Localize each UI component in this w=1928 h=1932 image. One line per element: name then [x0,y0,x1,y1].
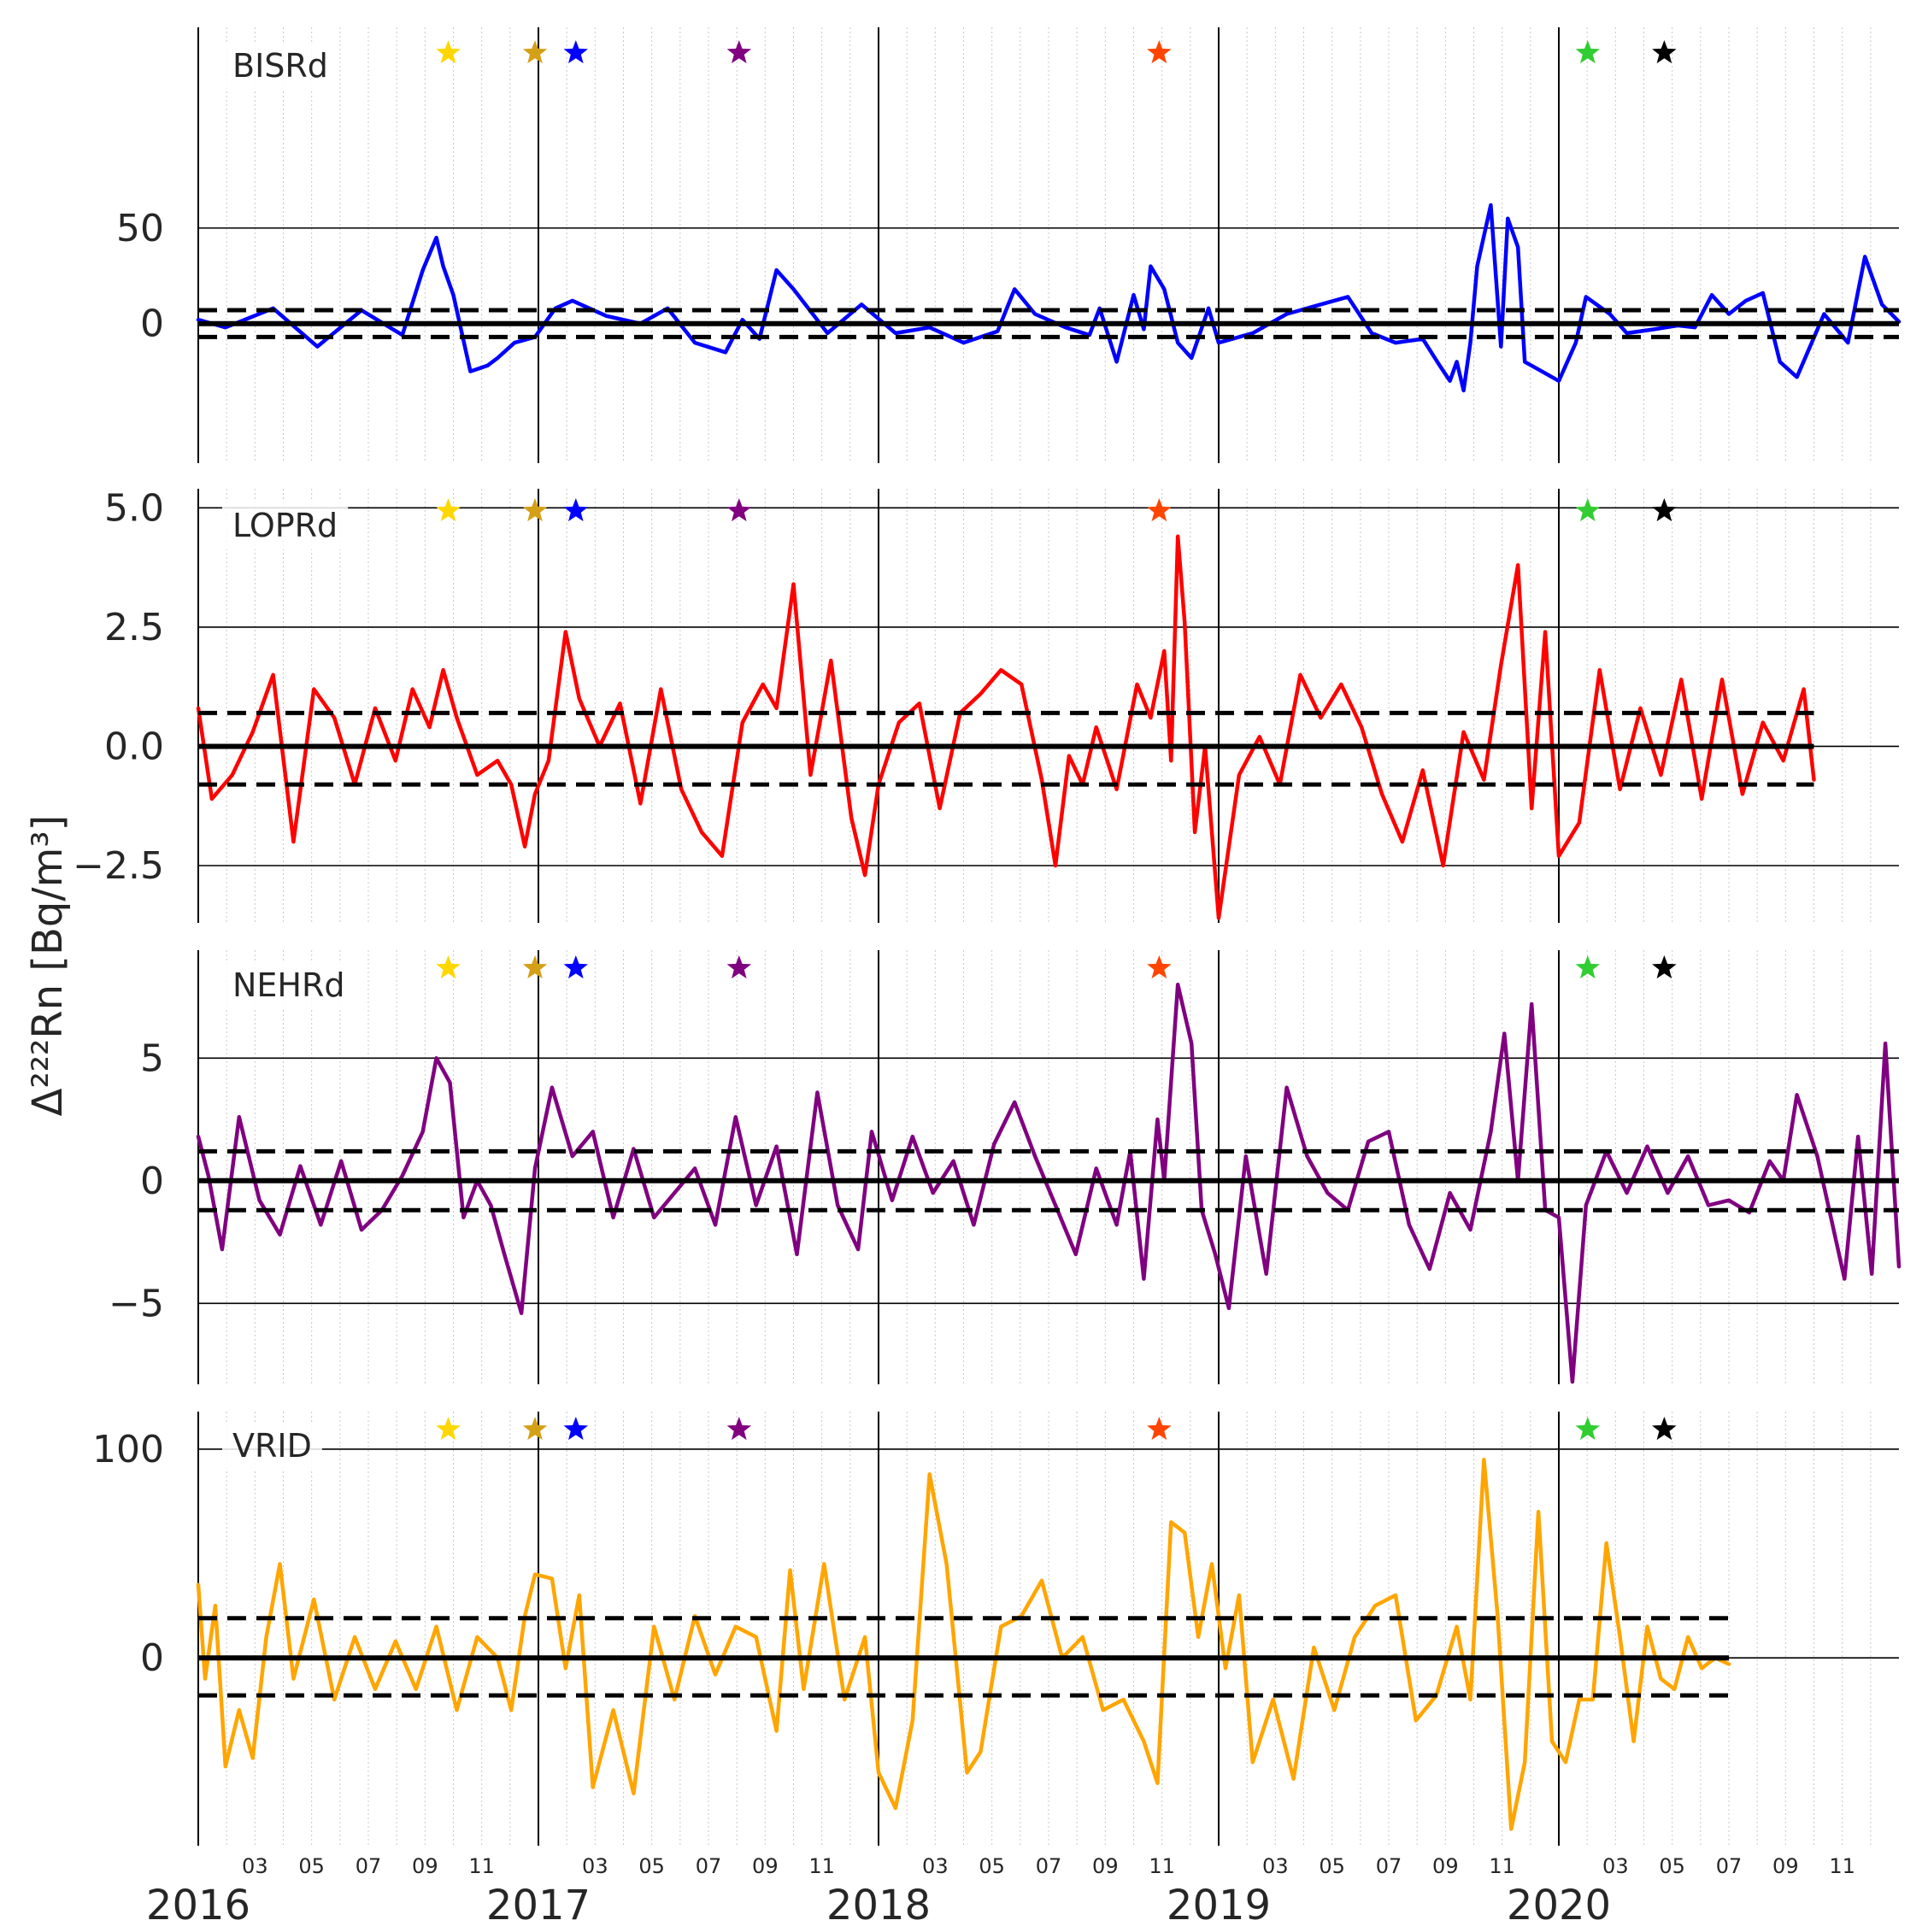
event-star [522,498,548,522]
x-minor-tick-label: 05 [1319,1854,1345,1878]
x-year-tick-label: 2018 [826,1882,931,1929]
x-axis: 03 05 07 09 11 03 05 07 09 11 03 05 07 09 11 03 05 07 09 11… [146,1854,1855,1929]
x-minor-tick-label: 07 [696,1854,722,1878]
x-year-tick-label: 2016 [146,1882,250,1929]
x-minor-tick-label: 09 [1432,1854,1459,1878]
event-star [522,40,548,64]
y-tick-label: 2.5 [104,606,164,649]
y-tick-label: 5.0 [104,486,164,530]
station-label: VRID [232,1427,312,1465]
station-label: BISRd [232,47,328,85]
x-minor-tick-label: 05 [638,1854,665,1878]
x-minor-tick-label: 07 [1036,1854,1062,1878]
x-minor-tick-label: 11 [1149,1854,1175,1878]
event-star [726,498,752,522]
event-star [1147,1417,1172,1441]
event-star [1147,40,1172,64]
x-minor-tick-label: 09 [1772,1854,1799,1878]
event-star [1575,498,1601,522]
y-tick-label: 0 [140,1636,164,1680]
station-label-background [222,961,356,1009]
y-tick-label: 0 [140,302,164,346]
station-label-background [222,42,338,90]
event-star [522,955,548,979]
x-minor-tick-label: 11 [1829,1854,1855,1878]
x-minor-tick-label: 03 [1602,1854,1629,1878]
event-star [563,498,588,522]
panel-loprd: −2.5 0.0 2.5 5.0 LOPRd [73,486,1899,923]
y-tick-label: 0.0 [104,725,164,768]
event-star [1652,1417,1677,1441]
event-star [436,1417,461,1441]
event-star [1575,955,1601,979]
station-label: NEHRd [232,966,345,1004]
y-tick-label: 5 [140,1036,164,1080]
panel-bisrd: 0 50 BISRd [116,27,1902,463]
event-star [726,1417,752,1441]
x-minor-tick-label: 07 [356,1854,382,1878]
series-line-vrid [196,1457,1731,1831]
x-minor-tick-label: 09 [752,1854,779,1878]
y-tick-label: 50 [116,207,164,250]
x-minor-tick-label: 09 [412,1854,438,1878]
event-star [563,40,588,64]
event-star [1575,1417,1601,1441]
station-label-background [222,502,349,549]
x-minor-tick-label: 05 [298,1854,325,1878]
x-year-tick-label: 2017 [486,1882,591,1929]
event-star [1575,40,1601,64]
event-star [726,40,752,64]
event-star [563,1417,588,1441]
x-minor-tick-label: 05 [979,1854,1005,1878]
series-line-loprd [196,534,1816,920]
x-year-tick-label: 2019 [1167,1882,1271,1929]
event-star [563,955,588,979]
y-tick-label: 0 [140,1160,164,1203]
panels: 0 50 BISRd −2.5 0.0 2.5 5.0 LOPRd −5 0 5 NEHRd 0 100 V… [73,27,1902,1846]
event-star [726,955,752,979]
station-label-background [222,1422,322,1470]
y-tick-label: −2.5 [73,844,164,888]
x-minor-tick-label: 03 [242,1854,268,1878]
y-axis-label: Δ²²²Rn [Bq/m³] [24,815,72,1117]
event-star [436,40,461,64]
event-star [1147,955,1172,979]
x-minor-tick-label: 11 [808,1854,835,1878]
x-minor-tick-label: 07 [1376,1854,1402,1878]
event-star [1147,498,1172,522]
x-minor-tick-label: 09 [1092,1854,1119,1878]
event-star [436,955,461,979]
x-minor-tick-label: 03 [1262,1854,1289,1878]
y-tick-label: −5 [109,1282,164,1325]
y-tick-label: 100 [92,1428,164,1471]
event-star [436,498,461,522]
x-minor-tick-label: 05 [1659,1854,1685,1878]
x-minor-tick-label: 03 [922,1854,949,1878]
x-minor-tick-label: 07 [1716,1854,1743,1878]
event-star [1652,40,1677,64]
event-star [522,1417,548,1441]
event-star [1652,955,1677,979]
panel-vrid: 0 100 VRID [92,1412,1899,1846]
station-label: LOPRd [232,507,338,544]
panel-nehrd: −5 0 5 NEHRd [109,950,1902,1384]
x-minor-tick-label: 11 [468,1854,495,1878]
x-minor-tick-label: 11 [1489,1854,1515,1878]
x-year-tick-label: 2020 [1507,1882,1611,1929]
event-star [1652,498,1677,522]
x-minor-tick-label: 03 [582,1854,608,1878]
